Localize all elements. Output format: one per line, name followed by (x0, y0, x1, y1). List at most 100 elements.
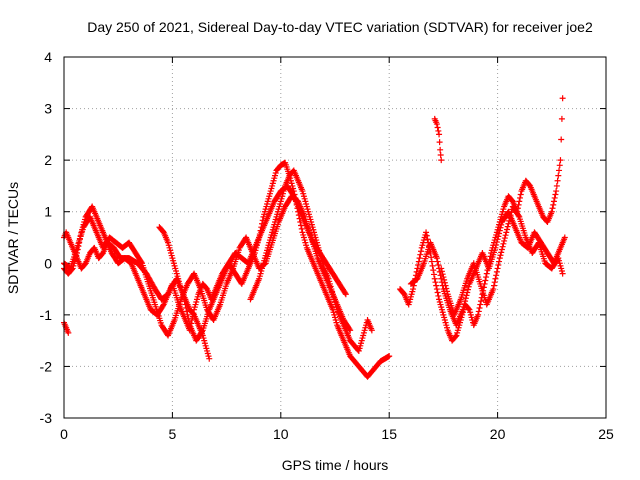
data-point (557, 157, 564, 164)
data-point (490, 286, 497, 293)
data-point (138, 259, 145, 266)
data-point (492, 244, 499, 251)
data-point (501, 235, 508, 242)
data-point (504, 223, 511, 230)
data-point (554, 177, 561, 184)
data-point (435, 262, 442, 269)
x-tick-label: 25 (598, 426, 614, 442)
data-point (433, 255, 440, 262)
x-tick-label: 20 (490, 426, 506, 442)
data-point (548, 208, 555, 215)
data-point (559, 270, 566, 277)
data-point (502, 232, 509, 239)
y-tick-label: 4 (44, 49, 52, 65)
data-point (515, 212, 522, 219)
data-point (483, 270, 490, 277)
x-tick-label: 10 (273, 426, 289, 442)
y-tick-label: 3 (44, 101, 52, 117)
data-point (477, 298, 484, 305)
data-point (415, 262, 422, 269)
data-point (506, 217, 513, 224)
data-point (558, 136, 565, 143)
data-point (550, 198, 557, 205)
data-point (417, 251, 424, 258)
data-point (553, 188, 560, 195)
data-point (496, 255, 503, 262)
data-point (185, 315, 192, 322)
data-point (494, 265, 501, 272)
data-point (493, 272, 500, 279)
data-point (428, 254, 435, 261)
data-point (442, 282, 449, 289)
data-point (431, 271, 438, 278)
y-tick-label: -3 (40, 410, 53, 426)
data-point (496, 227, 503, 234)
data-point (493, 239, 500, 246)
data-point (435, 127, 442, 134)
data-point (415, 258, 422, 265)
data-point (417, 248, 424, 255)
data-point (65, 329, 72, 336)
data-point (342, 291, 349, 298)
data-point (496, 258, 503, 265)
series-s3 (61, 193, 354, 339)
x-tick-label: 0 (60, 426, 68, 442)
data-point (495, 233, 502, 240)
x-tick-label: 5 (169, 426, 177, 442)
data-point (342, 290, 349, 297)
data-point (477, 301, 484, 308)
data-point (553, 182, 560, 189)
data-point (506, 215, 513, 222)
data-point (492, 275, 499, 282)
data-point (206, 355, 213, 362)
data-point (517, 191, 524, 198)
data-point (508, 209, 515, 216)
data-point (495, 262, 502, 269)
data-point (475, 311, 482, 318)
data-point (552, 191, 559, 198)
data-point (452, 333, 459, 340)
data-point (517, 194, 524, 201)
data-point (497, 224, 504, 231)
data-point (499, 243, 506, 250)
data-point (433, 121, 440, 128)
data-point (561, 234, 568, 241)
data-point (444, 288, 451, 295)
data-point (465, 283, 472, 290)
series-s8 (397, 95, 566, 344)
y-tick-label: 1 (44, 204, 52, 220)
data-point (503, 229, 510, 236)
data-point (465, 305, 472, 312)
y-tick-label: -2 (40, 358, 53, 374)
data-point (494, 236, 501, 243)
data-point (515, 201, 522, 208)
data-point (490, 282, 497, 289)
data-point (503, 226, 510, 233)
data-point (516, 198, 523, 205)
data-point (441, 279, 448, 286)
data-point (431, 275, 438, 282)
data-point (459, 306, 466, 313)
data-point (437, 146, 444, 153)
data-point (428, 258, 435, 265)
data-point (555, 172, 562, 179)
data-point (507, 212, 514, 219)
data-point (410, 286, 417, 293)
data-point (424, 236, 431, 243)
data-point (498, 249, 505, 256)
data-point (433, 282, 440, 289)
data-point (491, 279, 498, 286)
series-s6 (61, 319, 72, 336)
data-layer (61, 95, 568, 380)
data-point (439, 271, 446, 278)
data-point (436, 139, 443, 146)
tick-layer: 0 5 10 15 20 25 -3 -2 -1 0 1 2 3 4 (40, 49, 614, 442)
data-point (498, 246, 505, 253)
data-point (556, 167, 563, 174)
series-s10 (438, 203, 566, 318)
data-point (500, 240, 507, 247)
data-point (460, 303, 467, 310)
data-point (550, 201, 557, 208)
data-point (438, 268, 445, 275)
